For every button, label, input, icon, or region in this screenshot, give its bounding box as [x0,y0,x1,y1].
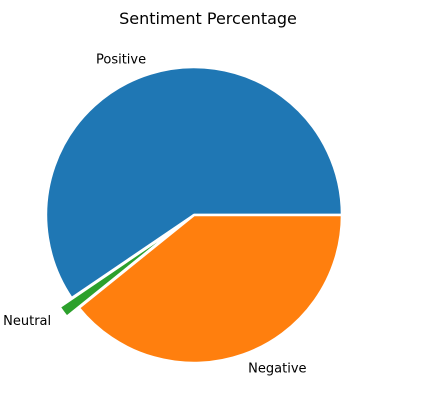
pie-slices [44,65,344,365]
pie-slice-neutral [58,222,184,319]
pie-slice-positive [44,65,344,300]
slice-label-neutral: Neutral [3,314,51,329]
pie-labels: Positive Neutral Negative [3,52,306,376]
chart-title: Sentiment Percentage [119,9,297,28]
slice-label-negative: Negative [248,362,306,377]
slice-label-positive: Positive [96,52,146,67]
pie-slice-negative [77,213,344,365]
